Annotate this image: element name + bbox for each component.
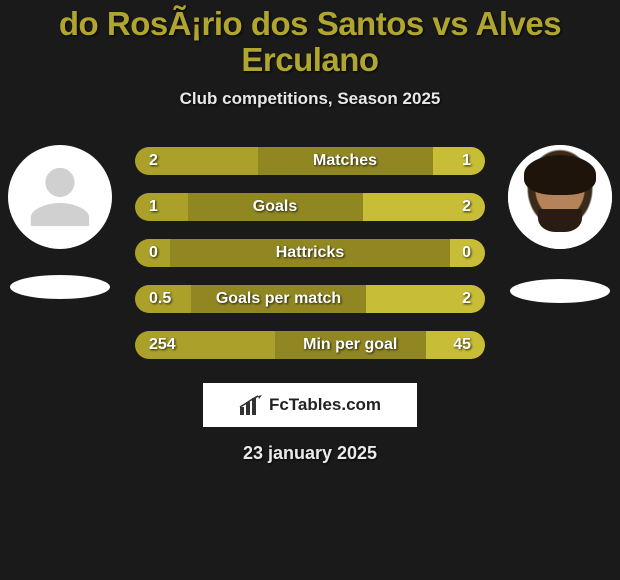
stat-right-value: 2 — [462, 198, 471, 216]
stat-label: Goals — [188, 193, 363, 221]
stat-right-value: 0 — [462, 244, 471, 262]
stat-right-value: 2 — [462, 290, 471, 308]
stat-left-segment: 0 — [135, 239, 170, 267]
bar-chart-icon — [239, 395, 263, 415]
stat-row: 1 Goals 2 — [135, 193, 485, 221]
player-right-panel — [500, 145, 620, 303]
branding-box: FcTables.com — [203, 383, 417, 427]
stat-left-value: 1 — [149, 198, 158, 216]
stat-right-value: 45 — [453, 336, 471, 354]
player-left-avatar — [8, 145, 112, 249]
player-left-panel — [0, 145, 120, 299]
stat-row: 2 Matches 1 — [135, 147, 485, 175]
person-placeholder-icon — [25, 162, 95, 232]
player-left-shadow — [10, 275, 110, 299]
stat-right-segment: 0 — [450, 239, 485, 267]
page-subtitle: Club competitions, Season 2025 — [0, 89, 620, 109]
stat-bars: 2 Matches 1 1 Goals 2 0 Hattricks 0 0.5 Goals per … — [135, 147, 485, 359]
stat-left-value: 2 — [149, 152, 158, 170]
stat-label: Matches — [258, 147, 433, 175]
stat-left-value: 0.5 — [149, 290, 171, 308]
player-right-avatar — [508, 145, 612, 249]
stat-left-segment: 0.5 — [135, 285, 191, 313]
comparison-panel: 2 Matches 1 1 Goals 2 0 Hattricks 0 0.5 Goals per … — [0, 147, 620, 464]
stat-row: 0 Hattricks 0 — [135, 239, 485, 267]
stat-left-value: 254 — [149, 336, 176, 354]
stat-right-value: 1 — [462, 152, 471, 170]
stat-row: 0.5 Goals per match 2 — [135, 285, 485, 313]
stat-left-segment: 1 — [135, 193, 188, 221]
branding-text: FcTables.com — [269, 395, 381, 415]
stat-right-segment: 2 — [366, 285, 485, 313]
stat-left-value: 0 — [149, 244, 158, 262]
date-text: 23 january 2025 — [0, 443, 620, 464]
stat-left-segment: 254 — [135, 331, 275, 359]
stat-right-segment: 2 — [363, 193, 486, 221]
page-title: do RosÃ¡rio dos Santos vs Alves Erculano — [0, 0, 620, 79]
stat-label: Min per goal — [275, 331, 426, 359]
player-right-photo — [508, 145, 612, 249]
player-right-shadow — [510, 279, 610, 303]
stat-right-segment: 1 — [433, 147, 486, 175]
stat-row: 254 Min per goal 45 — [135, 331, 485, 359]
stat-left-segment: 2 — [135, 147, 258, 175]
stat-label: Goals per match — [191, 285, 366, 313]
stat-label: Hattricks — [170, 239, 450, 267]
stat-right-segment: 45 — [426, 331, 486, 359]
